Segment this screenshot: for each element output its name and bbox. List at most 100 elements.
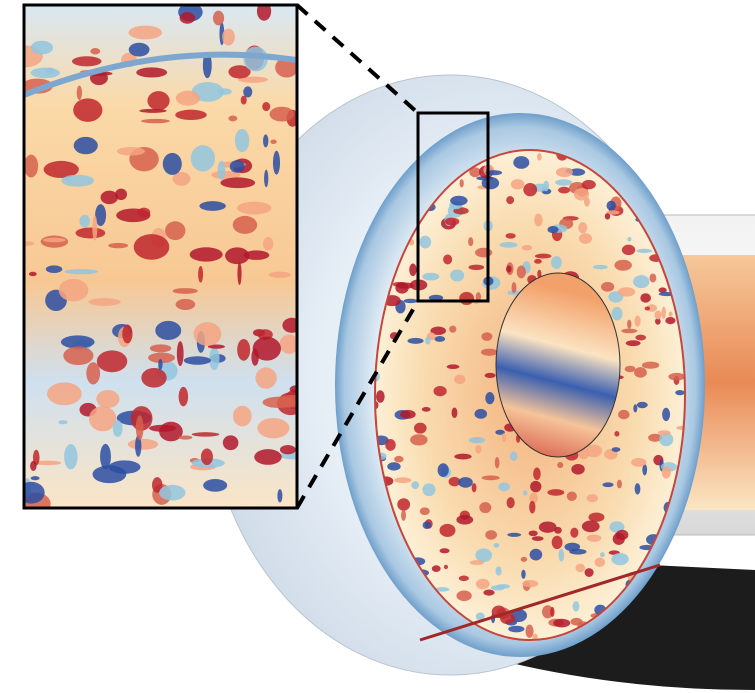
vortex-blob [663, 205, 675, 212]
vortex-blob [79, 214, 91, 228]
vortex-blob [400, 409, 416, 419]
vortex-blob [58, 420, 68, 425]
vortex-blob [483, 589, 495, 596]
vortex-blob [627, 319, 632, 329]
vortex-blob [633, 162, 651, 171]
vortex-blob [112, 420, 123, 437]
vortex-blob [550, 606, 555, 618]
vortex-blob [133, 234, 170, 260]
vortex-blob [401, 509, 406, 521]
vortex-blob [673, 555, 685, 563]
vortex-blob [30, 67, 60, 79]
vortex-blob [413, 422, 427, 434]
vortex-blob [212, 10, 225, 26]
vortex-blob [228, 65, 251, 79]
vortex-blob [430, 326, 446, 336]
vortex-blob [24, 154, 39, 178]
vortex-blob [116, 147, 145, 156]
vortex-blob [655, 318, 661, 325]
vortex-blob [564, 542, 581, 552]
vortex-blob [656, 181, 672, 194]
vortex-blob [240, 95, 247, 105]
vortex-blob [627, 236, 632, 242]
vortex-blob [439, 523, 456, 537]
vortex-blob [537, 153, 542, 161]
vortex-blob [279, 334, 297, 354]
vortex-blob [616, 529, 629, 541]
vortex-blob [178, 435, 193, 440]
vortex-blob [484, 372, 496, 378]
vortex-blob [73, 136, 98, 155]
vortex-blob [256, 5, 272, 21]
vortex-blob [439, 548, 450, 554]
vortex-blob [209, 347, 220, 371]
vortex-blob [199, 201, 226, 211]
vortex-blob [229, 160, 245, 173]
vortex-blob [165, 221, 186, 241]
vortex-blob [661, 466, 671, 479]
vortex-blob [262, 102, 271, 112]
vortex-blob [510, 179, 525, 190]
vortex-blob [578, 233, 593, 244]
vortex-blob [263, 134, 269, 148]
vortex-blob [63, 346, 94, 366]
vortex-blob [190, 145, 215, 172]
vortex-blob [656, 181, 668, 195]
vortex-blob [485, 530, 497, 540]
vortex-blob [481, 332, 493, 341]
vortex-blob [543, 180, 550, 192]
vortex-blob [257, 417, 290, 439]
vortex-blob [522, 580, 539, 588]
vortex-blob [232, 215, 258, 234]
vortex-blob [485, 392, 495, 405]
vortex-blob [45, 265, 63, 274]
vortex-blob [263, 237, 274, 251]
vortex-blob [508, 625, 525, 633]
vortex-blob [237, 262, 242, 285]
vortex-blob [411, 481, 420, 490]
vortex-blob [617, 287, 636, 297]
vortex-blob [454, 374, 466, 385]
vortex-blob [581, 520, 600, 533]
vortex-blob [128, 42, 150, 57]
vortex-blob [450, 269, 465, 282]
vortex-blob [262, 396, 297, 408]
vortex-blob [529, 548, 543, 561]
vortex-blob [451, 407, 458, 419]
vortex-blob [633, 168, 652, 174]
vortex-blob [135, 415, 144, 440]
vortex-blob [571, 463, 585, 475]
vortex-blob [534, 258, 542, 264]
vortex-blob [648, 433, 662, 442]
vortex-blob [158, 358, 163, 370]
vortex-blob [33, 460, 62, 466]
vortex-blob [634, 315, 641, 327]
vortex-blob [667, 554, 685, 560]
vortex-blob [606, 210, 620, 215]
vortex-blob [237, 201, 272, 215]
vortex-blob [172, 288, 198, 294]
vortex-blob [108, 242, 129, 249]
vortex-blob [433, 386, 447, 397]
vortex-blob [566, 491, 577, 501]
vortex-blob [88, 405, 117, 432]
vortex-blob [403, 298, 418, 304]
vortex-blob [635, 334, 647, 341]
vortex-blob [553, 618, 571, 628]
vortex-blob [189, 247, 223, 262]
core-edge [374, 149, 686, 641]
vortex-blob [159, 484, 186, 501]
vortex-blob [555, 179, 573, 186]
vortex-blob [558, 549, 565, 562]
vortex-blob [520, 556, 528, 562]
vortex-blob [498, 482, 510, 492]
vortex-blob [409, 263, 417, 277]
vortex-blob [468, 436, 486, 444]
vortex-blob [237, 338, 251, 361]
vortex-blob [24, 241, 35, 246]
vortex-blob [584, 568, 594, 577]
vortex-blob [149, 424, 177, 432]
vortex-blob [434, 336, 446, 342]
vortex-blob [614, 431, 620, 437]
vortex-blob [458, 575, 469, 582]
